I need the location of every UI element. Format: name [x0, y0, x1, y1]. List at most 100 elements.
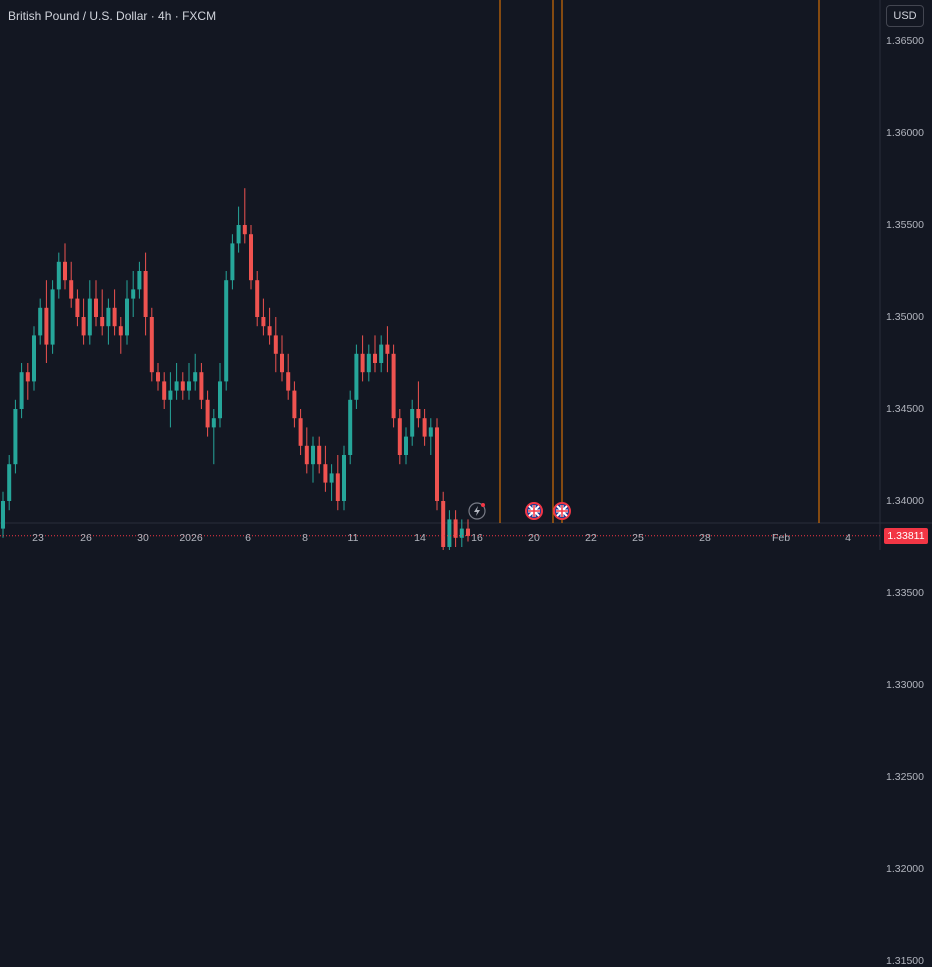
- candle-body: [329, 473, 334, 483]
- candle-body: [199, 372, 204, 400]
- candle-body: [298, 418, 303, 446]
- candle-body: [137, 271, 142, 290]
- candle-body: [13, 409, 18, 465]
- candle-body: [193, 372, 198, 382]
- time-tick-label: 14: [414, 532, 426, 544]
- price-tick-label: 1.34000: [886, 495, 924, 507]
- time-tick-label: 20: [528, 532, 540, 544]
- candle-body: [422, 418, 427, 437]
- candle-body: [25, 372, 30, 382]
- candle-body: [131, 289, 136, 299]
- price-tick-label: 1.34500: [886, 403, 924, 415]
- time-tick-label: 6: [245, 532, 251, 544]
- time-tick-label: Feb: [771, 532, 791, 544]
- candle-body: [441, 501, 446, 547]
- candle-body: [255, 280, 260, 317]
- time-tick-label: 2026: [179, 532, 203, 544]
- candle-body: [410, 409, 415, 437]
- candle-body: [149, 317, 154, 373]
- candle-body: [447, 519, 452, 547]
- price-tick-label: 1.33500: [886, 587, 924, 599]
- candle-body: [87, 298, 92, 336]
- candle-body: [335, 473, 340, 501]
- time-tick-label: 28: [699, 532, 711, 544]
- time-tick-label: 22: [585, 532, 597, 544]
- price-tick-label: 1.35000: [886, 311, 924, 323]
- price-tick-label: 1.36000: [886, 127, 924, 139]
- candle-body: [32, 335, 36, 382]
- candle-body: [292, 390, 297, 419]
- price-tick-label: 1.33000: [886, 679, 924, 691]
- price-tick-label: 1.31500: [886, 955, 924, 967]
- candle-body: [311, 445, 315, 465]
- vertical-lines-group: [499, 0, 820, 523]
- candle-body: [348, 399, 353, 455]
- candle-body: [224, 280, 229, 382]
- candle-body: [112, 307, 117, 327]
- time-tick-label: 23: [32, 532, 44, 544]
- candle-body: [143, 271, 148, 317]
- candle-body: [280, 353, 284, 373]
- candle-body: [323, 464, 328, 483]
- candle-body: [466, 528, 470, 536]
- time-tick-label: 25: [632, 532, 644, 544]
- candles-group: [1, 188, 470, 550]
- candle-body: [366, 353, 371, 373]
- uk-flag-icon[interactable]: [553, 502, 571, 520]
- candle-body: [125, 298, 129, 336]
- candle-body: [211, 418, 216, 428]
- currency-button[interactable]: USD: [886, 5, 924, 27]
- candle-body: [342, 455, 346, 501]
- candle-body: [249, 234, 253, 281]
- candle-body: [50, 289, 55, 345]
- uk-flag-icon[interactable]: [525, 502, 543, 520]
- price-tick-label: 1.36500: [886, 35, 924, 47]
- candle-body: [38, 307, 43, 336]
- candle-body: [273, 335, 278, 354]
- candle-body: [205, 399, 210, 428]
- candlestick-chart[interactable]: [0, 0, 932, 550]
- time-tick-label: 8: [302, 532, 308, 544]
- candle-body: [81, 317, 86, 336]
- candle-body: [94, 298, 98, 317]
- candle-body: [187, 381, 191, 391]
- candle-body: [100, 317, 105, 327]
- events-group[interactable]: [468, 502, 571, 520]
- candle-body: [435, 427, 439, 501]
- candle-body: [174, 381, 179, 391]
- candle-body: [360, 353, 365, 373]
- candle-body: [354, 353, 359, 400]
- candle-body: [416, 409, 421, 419]
- time-tick-label: 11: [347, 532, 359, 544]
- time-tick-label: 30: [137, 532, 149, 544]
- lightning-icon[interactable]: [468, 502, 486, 520]
- candle-body: [304, 445, 309, 465]
- candle-body: [261, 317, 266, 327]
- candle-body: [180, 381, 185, 391]
- price-tick-label: 1.32000: [886, 863, 924, 875]
- candle-body: [44, 307, 49, 345]
- candle-body: [391, 353, 396, 419]
- price-tick-label: 1.35500: [886, 219, 924, 231]
- candle-body: [56, 261, 61, 290]
- candle-body: [236, 225, 241, 244]
- candle-body: [230, 243, 235, 281]
- candle-body: [379, 344, 384, 363]
- candle-body: [428, 427, 433, 437]
- time-tick-label: 26: [80, 532, 92, 544]
- symbol-title[interactable]: British Pound / U.S. Dollar · 4h · FXCM: [8, 9, 217, 23]
- candle-body: [7, 464, 12, 501]
- candle-body: [453, 519, 458, 538]
- candle-body: [162, 381, 167, 400]
- candle-body: [218, 381, 222, 419]
- time-tick-label: 4: [845, 532, 851, 544]
- candle-body: [385, 344, 390, 354]
- candle-body: [1, 501, 5, 529]
- candle-body: [63, 261, 67, 281]
- candle-body: [168, 390, 173, 400]
- last-price-label: 1.33811: [884, 527, 928, 544]
- candle-body: [106, 307, 111, 327]
- candle-body: [373, 353, 377, 363]
- time-tick-label: 16: [471, 532, 483, 544]
- candle-body: [69, 280, 74, 299]
